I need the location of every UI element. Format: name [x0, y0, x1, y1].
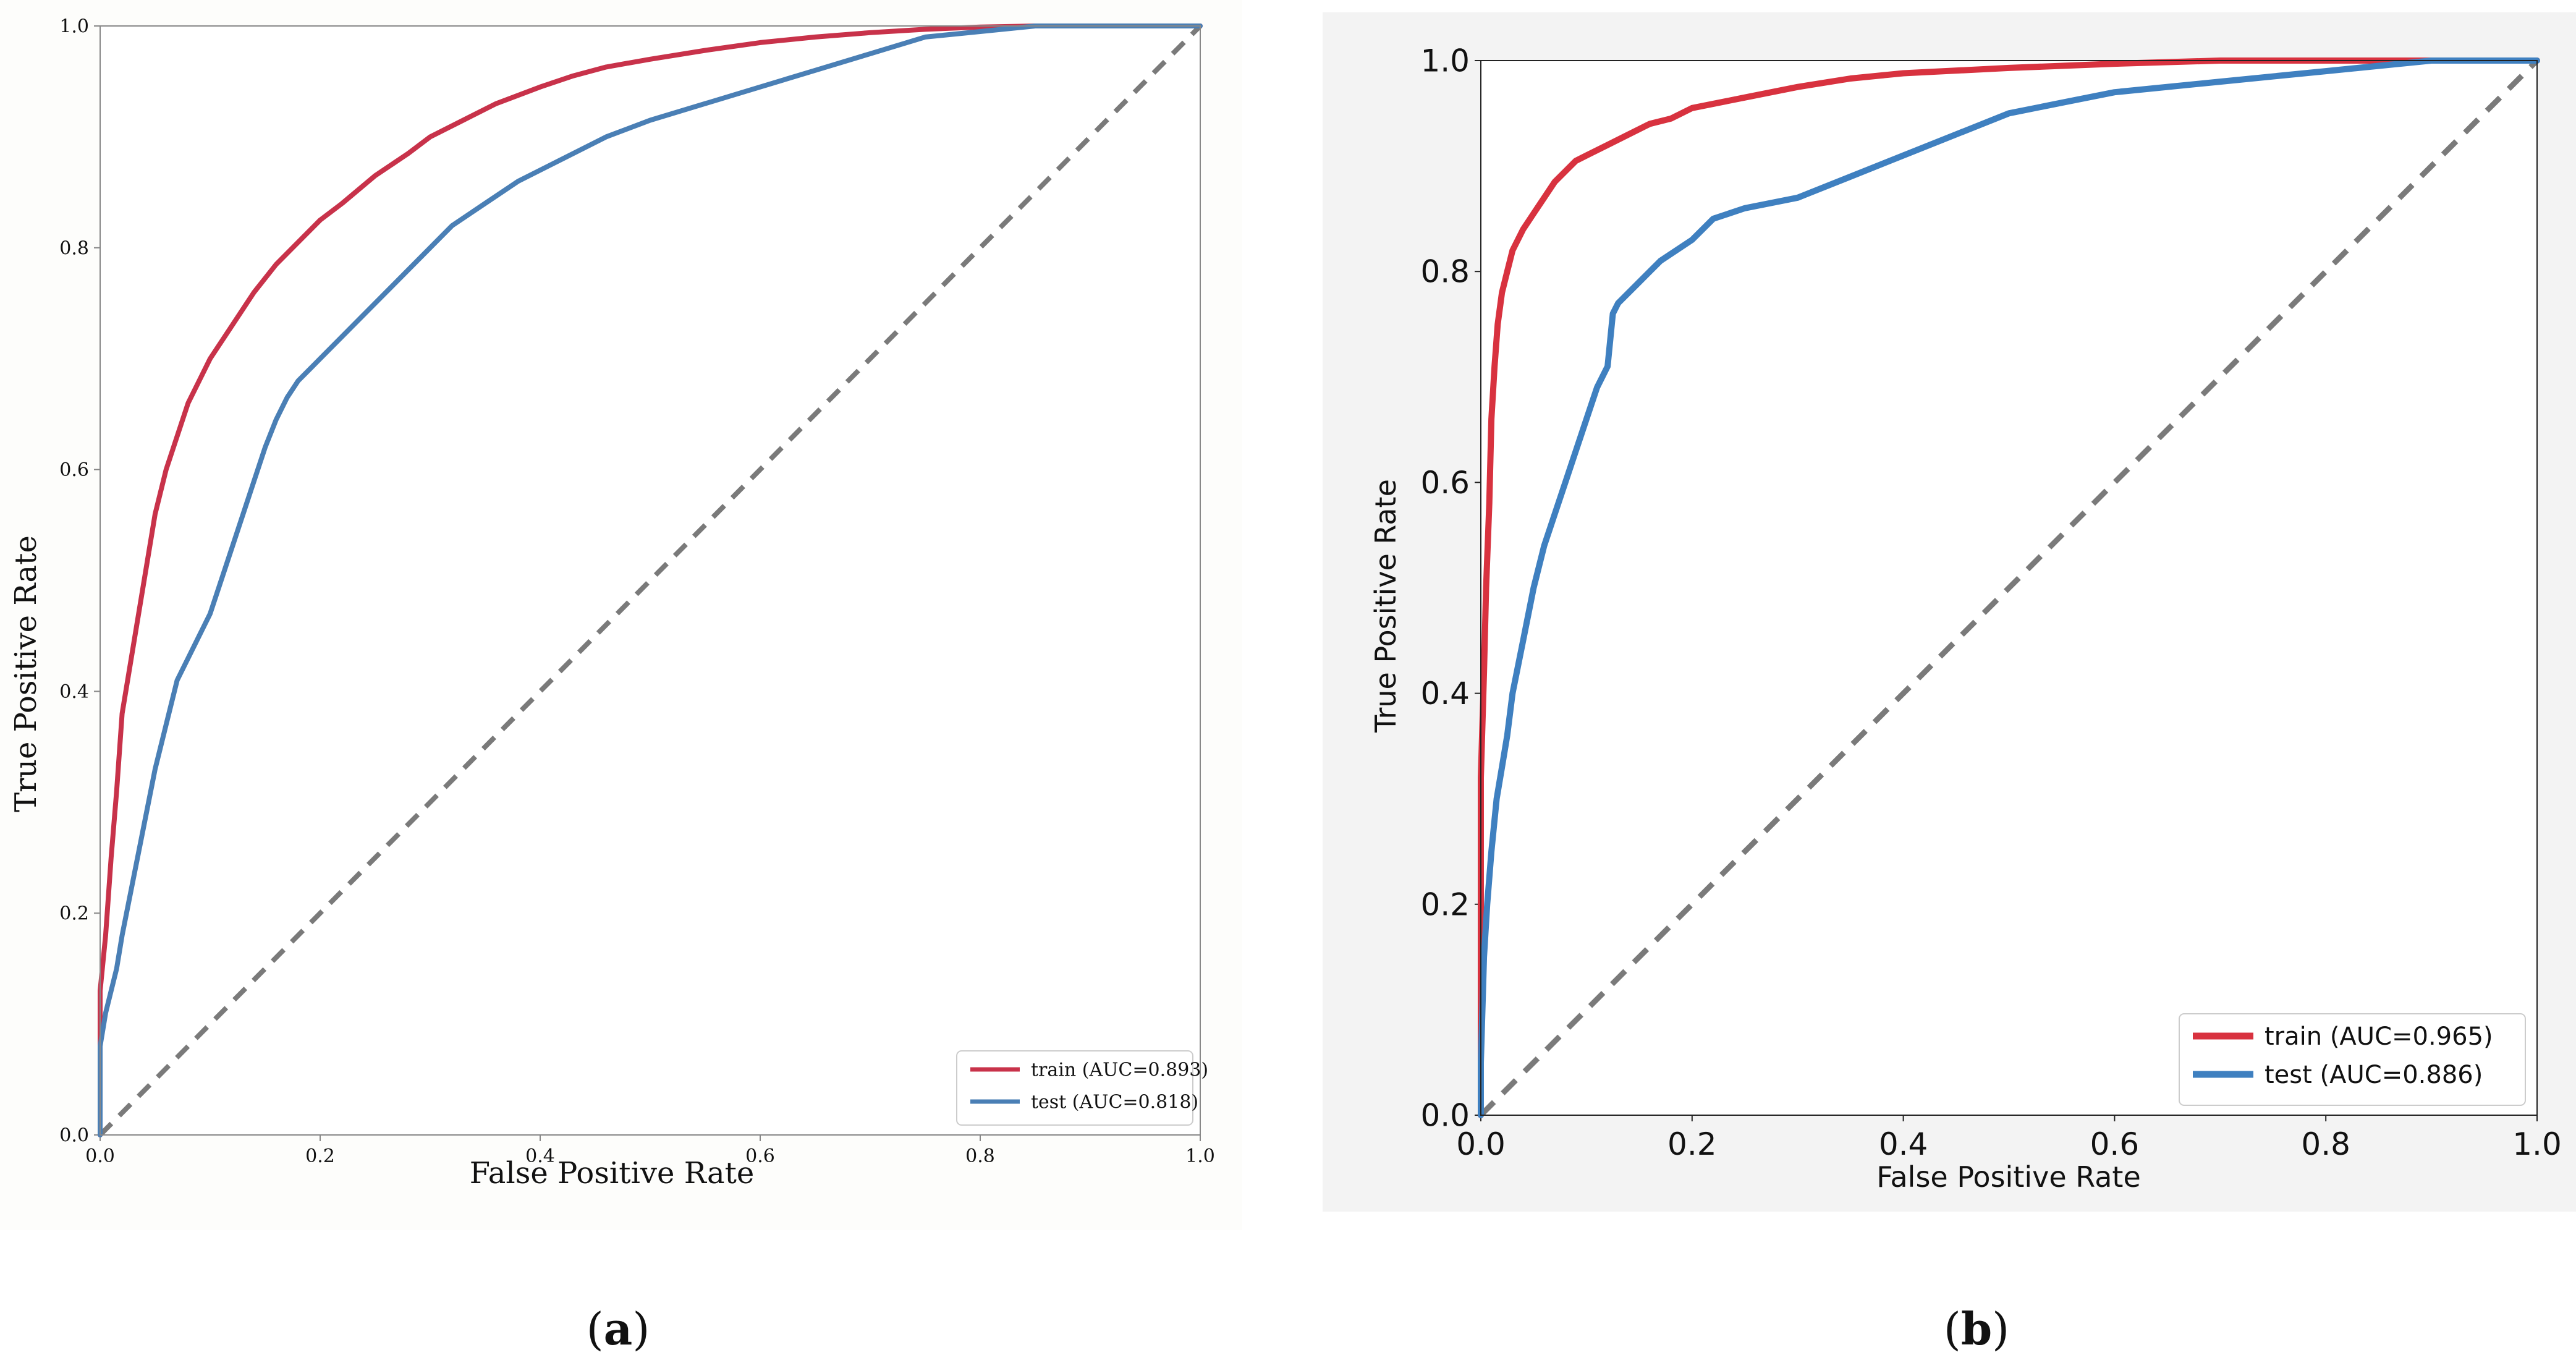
- panel-b-plot-area: 0.0 0.2 0.4 0.6 0.8 1.0 0.0 0.2 0.4 0.6 0.8 1.0 trai…: [1420, 43, 2561, 1163]
- panel-a-plot-area: 0.0 0.2 0.4 0.6 0.8 1.0 0.0 0.2 0.4 0.6 0.8 1.0 trai…: [59, 16, 1215, 1168]
- legend-label-test: test (AUC=0.818): [1031, 1092, 1198, 1113]
- chance-diagonal-line: [98, 24, 1202, 1137]
- x-tick-label: 0.8: [965, 1145, 995, 1167]
- series-line-train: [98, 23, 1203, 1137]
- x-tick-label: 0.6: [745, 1145, 775, 1167]
- y-tick-label: 0.4: [59, 681, 89, 703]
- x-tick-label: 0.6: [2090, 1126, 2140, 1162]
- legend-label-train: train (AUC=0.965): [2265, 1022, 2493, 1051]
- x-tick-label: 0.2: [1667, 1126, 1717, 1162]
- x-tick-label: 0.8: [2301, 1126, 2350, 1162]
- panel-b-y-axis-label: True Positive Rate: [1369, 479, 1402, 733]
- caption-b: (b): [1944, 1302, 2010, 1355]
- y-tick-label: 1.0: [1420, 43, 1470, 79]
- plot-frame: [100, 25, 1201, 1136]
- caption-a-letter: a: [604, 1302, 633, 1355]
- panel-a-x-axis-label: False Positive Rate: [470, 1156, 755, 1191]
- chance-diagonal-line: [1478, 58, 2540, 1118]
- x-tick-label: 1.0: [1185, 1145, 1215, 1167]
- y-tick-label: 0.2: [59, 903, 89, 925]
- legend-box: [2179, 1013, 2526, 1106]
- series-line-train: [1478, 57, 2540, 1118]
- plot-frame: [1480, 60, 2538, 1116]
- legend-label-test: test (AUC=0.886): [2265, 1061, 2483, 1089]
- x-tick-label: 0.4: [1879, 1126, 1928, 1162]
- y-tick-label: 0.6: [59, 459, 89, 481]
- y-tick-label: 0.6: [1420, 465, 1470, 501]
- x-tick-label: 0.0: [85, 1145, 115, 1167]
- series-line-test: [1478, 57, 2540, 1118]
- y-tick-label: 0.2: [1420, 886, 1470, 922]
- y-tick-label: 0.0: [59, 1125, 89, 1147]
- panel-b-x-axis-label: False Positive Rate: [1876, 1160, 2141, 1194]
- y-tick-label: 0.8: [59, 237, 89, 259]
- legend-label-train: train (AUC=0.893): [1031, 1060, 1208, 1081]
- panel-a-y-axis-label: True Positive Rate: [9, 535, 43, 812]
- legend: train (AUC=0.965) test (AUC=0.886): [2179, 1013, 2526, 1106]
- legend: train (AUC=0.893) test (AUC=0.818): [956, 1050, 1208, 1126]
- roc-chart-panel-b: 0.0 0.2 0.4 0.6 0.8 1.0 0.0 0.2 0.4 0.6 0.8 1.0 trai…: [1323, 12, 2576, 1212]
- y-tick-label: 0.4: [1420, 676, 1470, 712]
- y-tick-label: 1.0: [59, 16, 89, 38]
- x-tick-label: 0.0: [1456, 1126, 1506, 1162]
- roc-chart-panel-a: 0.0 0.2 0.4 0.6 0.8 1.0 0.0 0.2 0.4 0.6 0.8 1.0 trai…: [0, 0, 1242, 1230]
- plot-background: [100, 26, 1200, 1135]
- caption-b-letter: b: [1961, 1302, 1992, 1355]
- series-line-test: [98, 23, 1203, 1137]
- caption-a: (a): [587, 1302, 650, 1355]
- y-tick-label: 0.8: [1420, 254, 1470, 290]
- y-tick-label: 0.0: [1420, 1098, 1470, 1134]
- x-tick-label: 0.2: [305, 1145, 335, 1167]
- x-tick-label: 0.4: [525, 1145, 555, 1167]
- x-tick-label: 1.0: [2512, 1126, 2562, 1162]
